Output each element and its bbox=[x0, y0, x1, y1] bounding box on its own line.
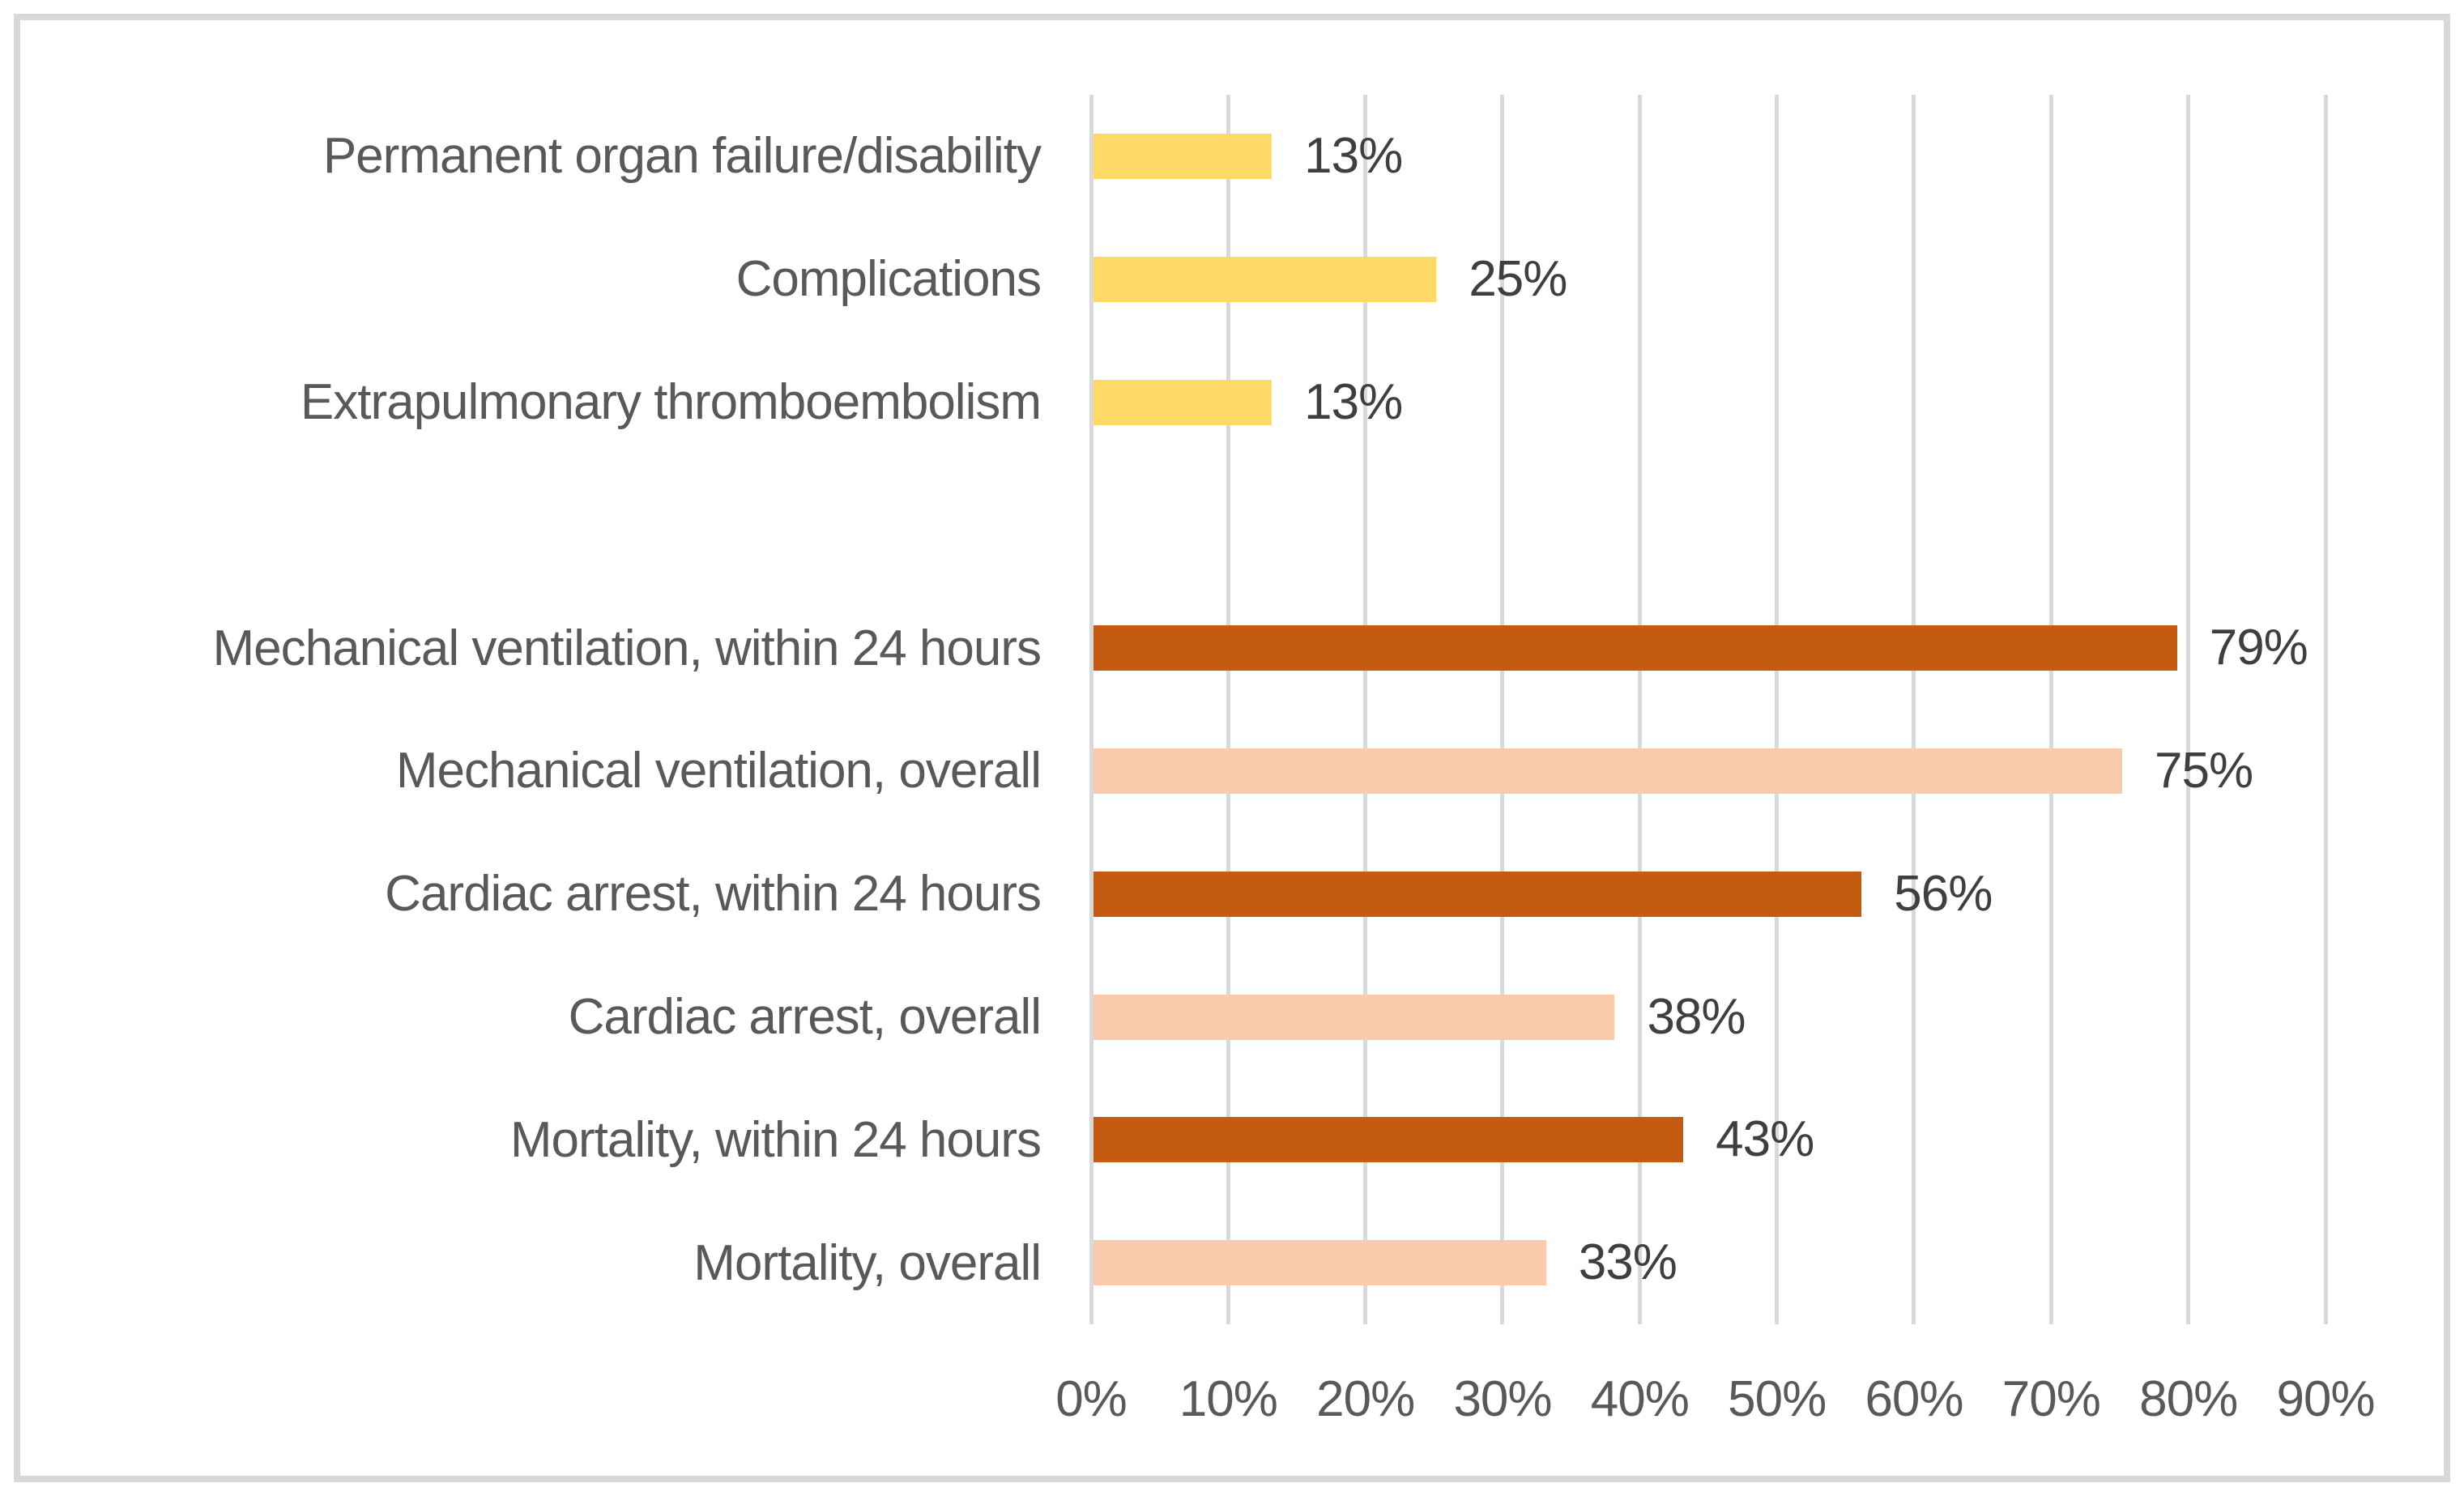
x-tick-label: 90% bbox=[2276, 1371, 2375, 1427]
bar-value-label: 38% bbox=[1647, 988, 1746, 1045]
bar bbox=[1093, 1117, 1684, 1163]
gridline bbox=[2048, 95, 2053, 1324]
bar-value-label: 13% bbox=[1304, 373, 1403, 430]
bar bbox=[1093, 871, 1862, 917]
x-tick-label: 10% bbox=[1179, 1371, 1278, 1427]
bar bbox=[1093, 1240, 1546, 1286]
x-tick-label: 60% bbox=[1865, 1371, 1963, 1427]
x-tick-label: 70% bbox=[2001, 1371, 2101, 1427]
category-label: Extrapulmonary thromboembolism bbox=[300, 373, 1042, 430]
bar bbox=[1093, 625, 2177, 671]
gridline bbox=[1912, 95, 1916, 1324]
bar-value-label: 13% bbox=[1304, 127, 1403, 184]
category-label: Mechanical ventilation, overall bbox=[395, 743, 1042, 799]
bar bbox=[1093, 256, 1437, 302]
category-label: Permanent organ failure/disability bbox=[322, 128, 1042, 185]
bar bbox=[1093, 379, 1272, 425]
gridline bbox=[2323, 95, 2328, 1324]
category-label: Mortality, overall bbox=[693, 1234, 1042, 1291]
gridline bbox=[1637, 95, 1642, 1324]
gridline bbox=[1226, 95, 1230, 1324]
bar-value-label: 79% bbox=[2209, 620, 2308, 676]
x-tick-label: 50% bbox=[1728, 1371, 1827, 1427]
category-label: Mechanical ventilation, within 24 hours bbox=[212, 620, 1042, 676]
gridline bbox=[2186, 95, 2191, 1324]
bar-value-label: 25% bbox=[1469, 250, 1567, 307]
plot-area: 13% 25% 13% 79% 75% 56% 38% 43% 33% bbox=[1089, 95, 2328, 1324]
bar bbox=[1093, 994, 1615, 1040]
category-axis: Permanent organ failure/disability Compli… bbox=[24, 95, 1042, 1324]
category-label: Cardiac arrest, overall bbox=[568, 988, 1042, 1045]
x-axis: 0% 10% 20% 30% 40% 50% 60% 70% 80% 90% bbox=[1055, 1371, 2375, 1431]
gridline bbox=[1363, 95, 1368, 1324]
category-label bbox=[24, 463, 1041, 586]
category-label: Cardiac arrest, within 24 hours bbox=[385, 866, 1042, 923]
bar bbox=[1093, 748, 2122, 794]
bar-value-label: 43% bbox=[1716, 1111, 1814, 1168]
category-label: Complications bbox=[735, 251, 1042, 308]
x-tick-label: 80% bbox=[2139, 1371, 2238, 1427]
x-tick-label: 30% bbox=[1453, 1371, 1552, 1427]
bar-value-label: 56% bbox=[1894, 865, 1993, 922]
x-tick-label: 40% bbox=[1590, 1371, 1690, 1427]
bar-value-label: 75% bbox=[2155, 742, 2253, 799]
bar bbox=[1093, 133, 1272, 179]
bar-value-label: 33% bbox=[1578, 1234, 1677, 1291]
chart-border bbox=[14, 14, 2450, 1482]
x-tick-label: 20% bbox=[1316, 1371, 1415, 1427]
x-tick-label: 0% bbox=[1055, 1371, 1128, 1427]
y-axis-line bbox=[1089, 95, 1093, 1324]
category-label: Mortality, within 24 hours bbox=[509, 1111, 1042, 1168]
gridline bbox=[1775, 95, 1780, 1324]
gridline bbox=[1500, 95, 1505, 1324]
